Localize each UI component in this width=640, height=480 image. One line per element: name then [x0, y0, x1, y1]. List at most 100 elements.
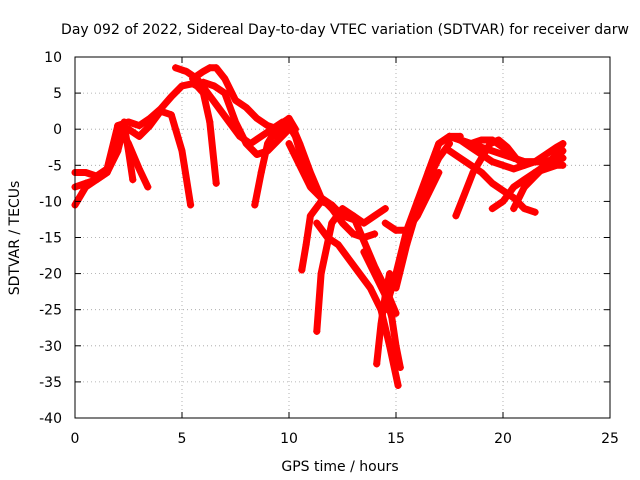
series-pass-16	[313, 219, 402, 389]
data-point	[272, 132, 280, 140]
data-point	[206, 118, 214, 126]
data-point	[135, 165, 143, 173]
data-point	[456, 154, 464, 162]
data-point	[424, 190, 432, 198]
data-point	[199, 89, 207, 97]
data-point	[189, 75, 197, 83]
x-tick-label: 10	[280, 431, 298, 447]
data-point	[103, 169, 111, 176]
x-tick-label: 15	[387, 431, 405, 447]
data-point	[478, 154, 486, 162]
data-point	[392, 226, 400, 234]
data-point	[488, 158, 496, 166]
x-tick-label: 5	[178, 431, 187, 447]
data-point	[381, 306, 389, 314]
data-point	[302, 241, 310, 249]
data-point	[264, 122, 272, 130]
data-point	[146, 122, 154, 130]
data-point	[381, 205, 389, 213]
data-point	[167, 111, 175, 119]
y-tick-label: -15	[39, 231, 62, 247]
data-series	[71, 64, 567, 389]
data-point	[253, 114, 261, 122]
data-point	[452, 212, 460, 220]
data-point	[553, 161, 560, 169]
data-point	[371, 230, 379, 238]
data-point	[313, 327, 321, 335]
y-tick-label: 5	[53, 86, 62, 102]
data-point	[413, 205, 421, 213]
data-point	[386, 342, 394, 350]
series-pass-26	[446, 147, 539, 216]
data-point	[339, 219, 346, 227]
data-point	[129, 176, 137, 184]
data-point	[371, 270, 379, 278]
data-point	[531, 208, 539, 216]
data-point	[360, 248, 368, 256]
data-point	[212, 64, 220, 72]
data-point	[114, 129, 122, 137]
data-point	[199, 78, 207, 86]
data-point	[82, 179, 90, 187]
x-tick-label: 0	[71, 431, 80, 447]
data-point	[298, 266, 306, 274]
series-pass-05	[114, 107, 195, 209]
data-point	[396, 364, 404, 371]
y-tick-label: -10	[39, 194, 62, 210]
data-point	[377, 320, 385, 328]
y-tick-label: -20	[39, 267, 62, 283]
data-point	[274, 122, 282, 130]
data-point	[435, 140, 443, 148]
data-point	[424, 169, 432, 176]
data-point	[446, 132, 453, 140]
data-point	[499, 187, 507, 195]
data-point	[306, 212, 314, 220]
data-point	[199, 67, 207, 75]
data-point	[193, 82, 201, 90]
data-point	[242, 104, 250, 111]
series-trace	[392, 132, 464, 292]
data-point	[157, 107, 165, 115]
data-point	[296, 161, 304, 169]
data-point	[92, 176, 100, 184]
data-point	[388, 313, 396, 321]
data-point	[232, 96, 239, 104]
data-point	[360, 237, 368, 245]
series-pass-08	[193, 82, 220, 187]
data-point	[510, 154, 518, 162]
data-point	[257, 132, 265, 140]
data-point	[461, 190, 468, 198]
data-point	[499, 161, 507, 169]
data-point	[253, 151, 261, 158]
data-point	[392, 342, 400, 350]
data-point	[172, 64, 180, 72]
data-point	[499, 143, 507, 151]
data-point	[520, 183, 528, 191]
data-point	[82, 169, 90, 176]
data-point	[178, 82, 186, 90]
data-point	[520, 158, 528, 166]
data-point	[285, 140, 293, 148]
data-point	[559, 161, 567, 169]
y-tick-label: 10	[44, 50, 62, 66]
data-point	[394, 382, 402, 389]
data-point	[285, 114, 293, 122]
data-point	[264, 140, 272, 148]
data-point	[542, 151, 550, 158]
data-point	[210, 82, 218, 90]
data-point	[334, 241, 342, 249]
data-point	[242, 140, 250, 148]
data-point	[114, 140, 122, 148]
data-point	[413, 197, 421, 205]
data-point	[324, 234, 331, 241]
data-point	[349, 212, 357, 220]
data-point	[531, 158, 539, 166]
data-point	[510, 165, 518, 173]
data-point	[257, 169, 265, 176]
data-point	[114, 122, 122, 130]
data-point	[488, 147, 496, 155]
data-point	[125, 118, 132, 126]
chart-title: Day 092 of 2022, Sidereal Day-to-day VTE…	[61, 22, 629, 38]
data-point	[221, 75, 229, 83]
